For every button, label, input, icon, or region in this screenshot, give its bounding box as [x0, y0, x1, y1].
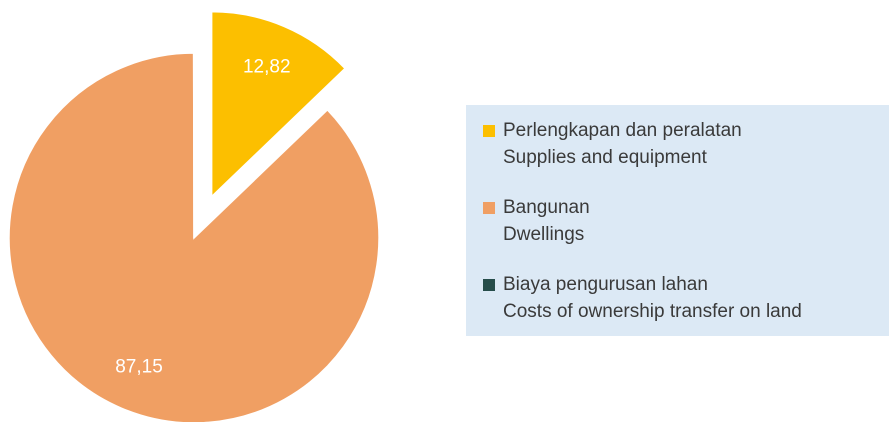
legend-label: Perlengkapan dan peralatan — [503, 120, 742, 141]
legend-swatch — [483, 202, 495, 214]
legend-label: Biaya pengurusan lahan — [503, 274, 708, 295]
data-label: 12,82 — [243, 56, 291, 77]
legend-label: Supplies and equipment — [503, 147, 708, 168]
legend-label: Bangunan — [503, 197, 590, 218]
legend-swatch — [483, 279, 495, 291]
data-label: 87,15 — [115, 356, 163, 377]
legend-swatch — [483, 125, 495, 137]
legend-label: Costs of ownership transfer on land — [503, 301, 802, 322]
legend-box — [466, 105, 889, 336]
pie-slice — [210, 10, 347, 199]
legend-label: Dwellings — [503, 224, 584, 245]
